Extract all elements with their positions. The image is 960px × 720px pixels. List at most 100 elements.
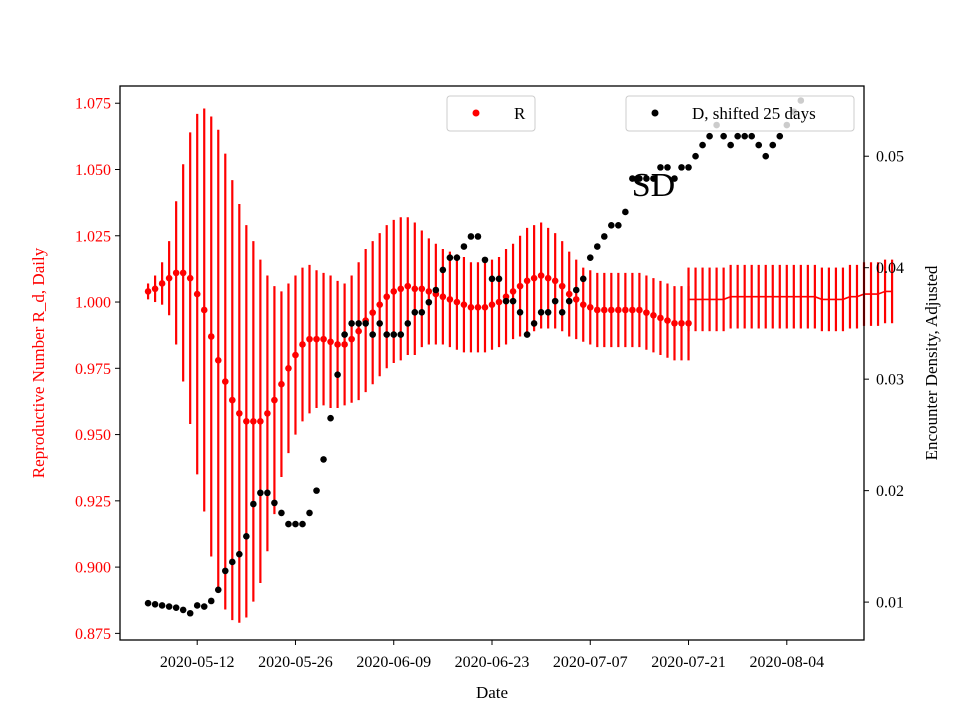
r-point <box>481 304 489 311</box>
d-point <box>460 243 468 250</box>
r-point <box>257 418 264 425</box>
d-point <box>439 266 447 274</box>
d-point <box>348 320 355 327</box>
y-axis-left-title: Reproductive Number R_d, Daily <box>29 247 48 478</box>
d-point <box>250 500 257 508</box>
d-point <box>221 567 229 575</box>
r-point <box>418 285 426 293</box>
d-point <box>327 414 334 422</box>
r-point <box>488 301 496 308</box>
d-point <box>271 499 278 507</box>
d-point <box>397 331 405 338</box>
plot-background <box>120 86 864 640</box>
d-point <box>586 254 594 261</box>
d-point <box>608 222 615 229</box>
r-point <box>369 309 376 316</box>
r-point <box>229 396 236 404</box>
legend-r-marker <box>472 109 480 117</box>
y-axis-right: 0.01 0.02 0.03 0.04 0.05 <box>864 149 904 612</box>
legend-d: D, shifted 25 days <box>625 95 855 132</box>
d-point <box>544 308 552 316</box>
d-point <box>769 141 777 149</box>
y-axis-left: 0.875 0.900 0.925 0.950 0.975 1.000 1.025 1.050… <box>75 96 120 643</box>
r-point <box>158 280 166 287</box>
r-point <box>629 306 636 314</box>
r-point <box>586 304 594 311</box>
d-point <box>615 222 622 229</box>
r-point <box>474 304 482 311</box>
d-point <box>257 489 264 497</box>
x-tick-label: 2020-07-07 <box>553 654 628 671</box>
r-point <box>165 274 173 282</box>
d-point <box>537 308 545 316</box>
d-point <box>355 320 362 327</box>
r-point <box>601 306 608 314</box>
y-right-tick-label: 0.05 <box>876 149 904 166</box>
r-point <box>186 274 194 282</box>
d-point <box>551 297 559 305</box>
r-point <box>650 311 657 319</box>
d-point <box>418 308 426 316</box>
r-point <box>404 282 412 290</box>
d-point <box>601 233 608 240</box>
d-point <box>243 533 250 540</box>
d-point <box>341 331 348 338</box>
d-point <box>671 175 678 182</box>
r-point <box>439 293 447 301</box>
y-left-tick-label: 0.875 <box>75 626 111 643</box>
d-point <box>369 331 376 338</box>
d-point <box>727 141 734 149</box>
d-point <box>172 604 180 611</box>
d-point <box>186 609 194 617</box>
d-point <box>411 308 419 316</box>
d-point <box>214 586 222 594</box>
r-point <box>306 335 313 343</box>
r-point <box>495 298 503 306</box>
d-point <box>158 602 166 609</box>
d-point <box>334 371 341 379</box>
d-point <box>678 164 685 171</box>
d-point <box>636 175 643 182</box>
y-left-tick-label: 1.075 <box>75 96 111 113</box>
legend-r-frame <box>446 95 536 132</box>
y-left-tick-label: 1.025 <box>75 228 111 245</box>
d-point <box>383 331 391 338</box>
d-point <box>467 233 475 240</box>
r-point <box>671 319 678 327</box>
r-point <box>425 288 433 295</box>
d-point <box>523 331 531 338</box>
d-point <box>306 509 313 517</box>
r-point <box>151 285 159 293</box>
y-axis-right-title: Encounter Density, Adjusted <box>922 265 941 460</box>
d-point <box>313 487 320 494</box>
y-right-tick-label: 0.03 <box>876 372 904 389</box>
r-point <box>320 335 327 343</box>
sd-annotation: SD <box>632 167 675 204</box>
d-point <box>558 308 566 316</box>
r-point <box>299 341 306 348</box>
d-point <box>362 320 369 327</box>
r-point <box>390 288 398 295</box>
d-point <box>432 286 440 294</box>
d-point <box>762 152 770 160</box>
r-point <box>530 274 538 282</box>
r-point <box>221 378 229 385</box>
x-axis-title: Date <box>476 683 508 702</box>
d-point <box>593 243 601 250</box>
d-point <box>292 520 299 528</box>
d-point <box>179 606 187 614</box>
x-axis: 2020-05-12 2020-05-26 2020-06-09 2020-06-23… <box>160 640 824 671</box>
r-point <box>200 306 208 314</box>
d-point <box>151 601 159 608</box>
y-left-tick-label: 1.050 <box>75 162 111 179</box>
y-left-tick-label: 0.925 <box>75 493 111 510</box>
d-point <box>664 164 671 171</box>
legend-r: R <box>446 95 536 132</box>
d-point <box>502 297 510 305</box>
d-point <box>207 597 215 605</box>
r-point <box>264 410 271 417</box>
y-right-tick-label: 0.02 <box>876 483 904 500</box>
d-point <box>643 175 650 182</box>
d-point <box>516 308 524 316</box>
